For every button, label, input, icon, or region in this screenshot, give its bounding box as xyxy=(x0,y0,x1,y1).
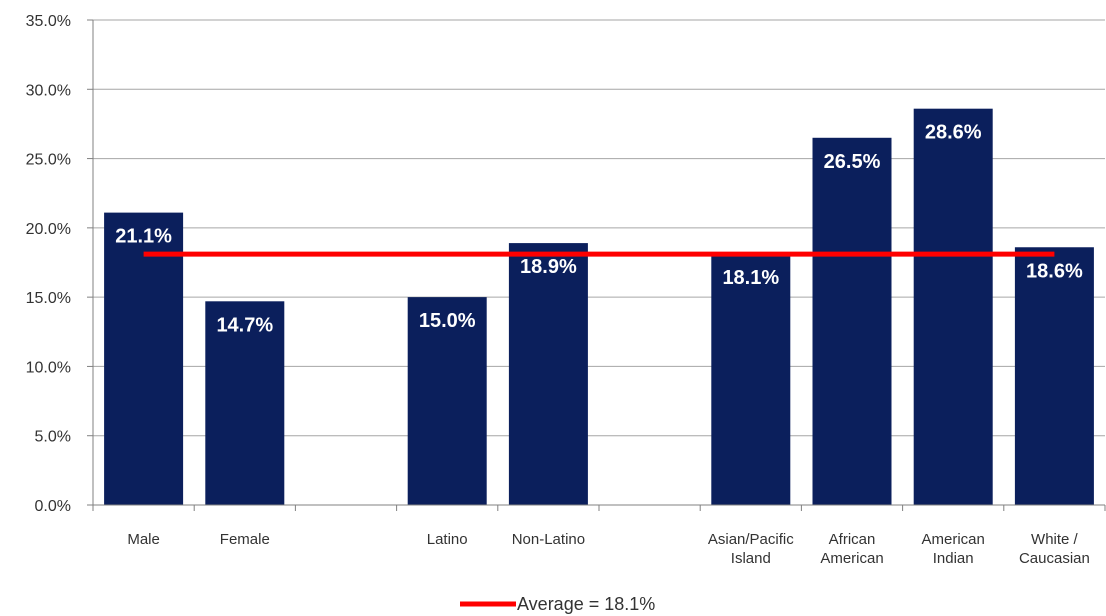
x-axis-category-label: White / xyxy=(1031,531,1079,548)
bar xyxy=(812,137,892,506)
bar-value-label: 28.6% xyxy=(925,122,982,144)
bars xyxy=(104,108,1094,506)
x-axis-category-label: African xyxy=(829,531,876,548)
y-axis-tick-label: 0.0% xyxy=(35,498,71,515)
x-axis-category-label: Island xyxy=(731,550,771,567)
x-axis-category-label: Indian xyxy=(933,550,974,567)
y-axis-tick-label: 5.0% xyxy=(35,429,71,446)
bar-value-label: 18.9% xyxy=(520,256,577,278)
bar-value-label: 14.7% xyxy=(216,314,273,336)
x-axis-category-label: Asian/Pacific xyxy=(708,531,794,548)
y-axis-tick-label: 25.0% xyxy=(26,152,71,169)
y-axis-tick-label: 35.0% xyxy=(26,13,71,30)
bar xyxy=(711,254,791,505)
x-axis-category-label: Female xyxy=(220,531,270,548)
bar xyxy=(508,243,588,505)
x-axis-category-label: American xyxy=(820,550,883,567)
x-axis-category-label: Male xyxy=(127,531,160,548)
bar xyxy=(407,297,487,505)
y-axis-tick-label: 30.0% xyxy=(26,82,71,99)
x-axis-category-labels: Male Female Latino Non-Latino Asian/Pacific I… xyxy=(127,531,1090,567)
data-labels: 21.1% 14.7% 15.0% 18.9% 18.1% 26.5% 28.6% 18.6% xyxy=(115,122,1083,337)
x-axis-category-label: Latino xyxy=(427,531,468,548)
legend: Average = 18.1% xyxy=(460,594,655,614)
bar-value-label: 26.5% xyxy=(824,151,881,173)
y-axis-tick-label: 15.0% xyxy=(26,290,71,307)
bar xyxy=(205,301,285,505)
axes xyxy=(92,20,1106,511)
bar-value-label: 21.1% xyxy=(115,226,172,248)
y-axis-tick-label: 20.0% xyxy=(26,221,71,238)
x-axis-category-label: Non-Latino xyxy=(512,531,585,548)
bar xyxy=(913,108,993,505)
y-axis-tick-labels: 0.0% 5.0% 10.0% 15.0% 20.0% 25.0% 30.0% 35.0% xyxy=(26,13,93,515)
x-axis-category-label: American xyxy=(922,531,985,548)
bar-value-label: 18.6% xyxy=(1026,260,1083,282)
bar-value-label: 18.1% xyxy=(722,267,779,289)
y-axis-tick-label: 10.0% xyxy=(26,359,71,376)
bar-value-label: 15.0% xyxy=(419,310,476,332)
legend-average-label: Average = 18.1% xyxy=(517,594,655,614)
bar xyxy=(104,212,184,505)
bar xyxy=(1014,247,1094,505)
x-axis-category-label: Caucasian xyxy=(1019,550,1090,567)
